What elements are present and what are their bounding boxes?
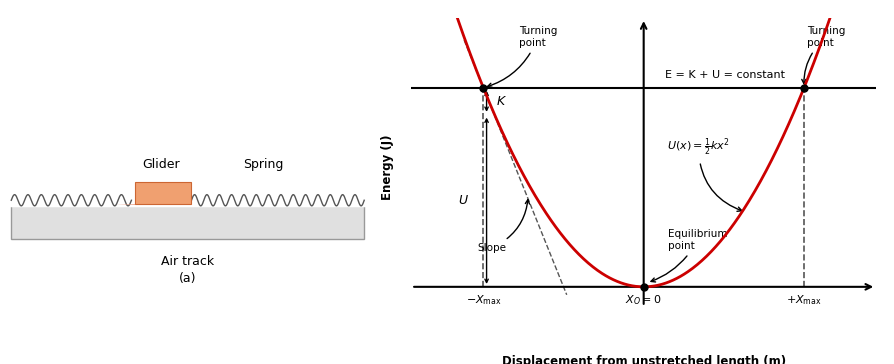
Text: (a): (a) — [179, 273, 197, 285]
Polygon shape — [135, 182, 191, 204]
Text: U: U — [458, 194, 467, 207]
Text: $U(x) = \frac{1}{2}kx^2$: $U(x) = \frac{1}{2}kx^2$ — [667, 137, 742, 211]
Text: Spring: Spring — [242, 158, 283, 171]
Text: E = K + U = constant: E = K + U = constant — [664, 70, 785, 80]
Polygon shape — [116, 204, 191, 205]
Text: Slope: Slope — [477, 199, 529, 253]
Text: $X_O = 0$: $X_O = 0$ — [626, 293, 662, 306]
Text: $+X_{\mathrm{max}}$: $+X_{\mathrm{max}}$ — [786, 293, 822, 306]
Text: Energy (J): Energy (J) — [382, 135, 394, 200]
Text: Equilibrium
point: Equilibrium point — [651, 229, 727, 282]
Polygon shape — [12, 205, 364, 238]
Text: Air track: Air track — [161, 254, 215, 268]
Text: Glider: Glider — [143, 158, 181, 171]
Text: K: K — [496, 95, 504, 108]
Text: Turning
point: Turning point — [487, 27, 557, 87]
Text: Displacement from unstretched length (m): Displacement from unstretched length (m) — [502, 356, 786, 364]
Text: $-X_{\mathrm{max}}$: $-X_{\mathrm{max}}$ — [466, 293, 502, 306]
Text: Turning
point: Turning point — [802, 27, 846, 83]
